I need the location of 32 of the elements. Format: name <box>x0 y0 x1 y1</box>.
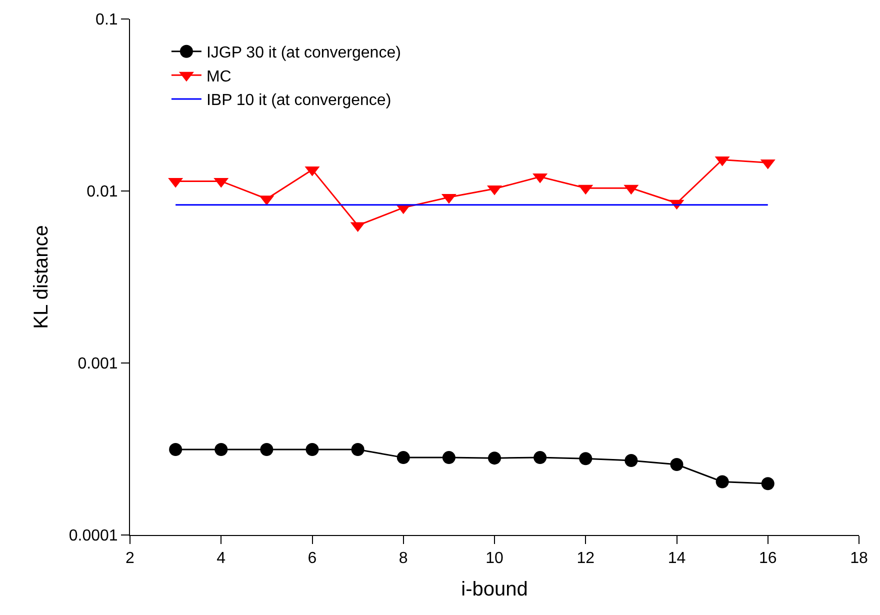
x-tick-label: 14 <box>668 550 686 568</box>
y-tick-label: 0.01 <box>86 184 118 201</box>
x-tick-label: 6 <box>308 550 317 568</box>
legend-label: MC <box>206 68 232 86</box>
x-tick-label: 10 <box>486 550 504 568</box>
x-tick-label: 16 <box>758 550 777 568</box>
point <box>260 443 274 456</box>
point <box>169 443 182 456</box>
legend-label: IBP 10 it (at convergence) <box>206 92 392 110</box>
x-tick-label: 8 <box>398 550 408 568</box>
point <box>214 443 228 456</box>
y-tick-label: 0.001 <box>78 356 118 373</box>
y-tick-label: 0.0001 <box>68 528 118 545</box>
point <box>488 452 501 465</box>
point <box>761 477 774 490</box>
point <box>624 454 638 468</box>
point <box>579 452 592 466</box>
x-tick-label: 18 <box>850 550 868 568</box>
y-tick-label: 0.1 <box>96 12 118 29</box>
y-axis-title: KL distance <box>30 225 52 329</box>
point <box>534 451 547 464</box>
point <box>442 451 456 464</box>
point <box>396 451 410 464</box>
point <box>306 443 319 456</box>
x-tick-label: 12 <box>576 550 595 568</box>
point <box>670 458 684 471</box>
x-axis-title: i-bound <box>461 578 528 601</box>
legend-label: IJGP 30 it (at convergence) <box>206 44 401 62</box>
point <box>351 443 364 456</box>
x-tick-label: 4 <box>216 550 226 568</box>
point <box>716 475 729 488</box>
x-tick-label: 2 <box>126 550 135 568</box>
